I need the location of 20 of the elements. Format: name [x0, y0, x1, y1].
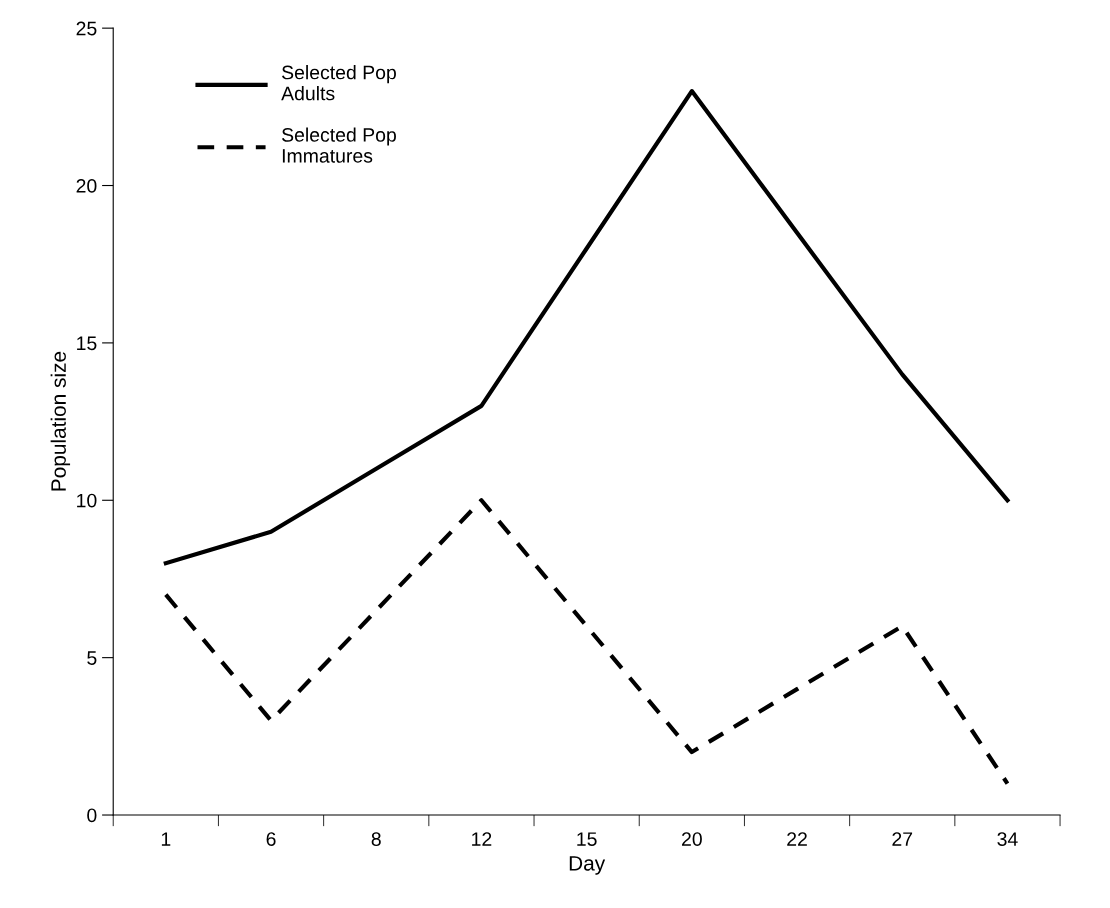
- y-tick-label: 20: [76, 178, 97, 193]
- legend-label: Selected Pop Immatures: [282, 127, 396, 163]
- x-tick-label: 34: [997, 832, 1018, 846]
- x-tick-label: 15: [577, 832, 597, 846]
- x-tick-label: 6: [266, 832, 276, 846]
- y-tick-label: 10: [77, 493, 97, 508]
- y-tick-label: 0: [87, 808, 97, 823]
- x-tick-label: 27: [892, 832, 913, 846]
- y-tick-label: 5: [87, 651, 97, 665]
- line-series: [163, 498, 1010, 786]
- x-tick-label: 12: [472, 832, 492, 846]
- x-tick-label: 1: [161, 832, 171, 846]
- x-tick-label: 22: [787, 832, 807, 846]
- x-axis-title: Day: [569, 856, 606, 875]
- y-tick-label: 15: [77, 336, 97, 351]
- y-tick-label: 25: [76, 21, 97, 36]
- x-tick-label: 8: [371, 832, 381, 846]
- x-tick-label: 20: [682, 832, 702, 846]
- y-axis-title: Population size: [50, 351, 71, 491]
- legend-label: Selected Pop Adults: [281, 65, 396, 101]
